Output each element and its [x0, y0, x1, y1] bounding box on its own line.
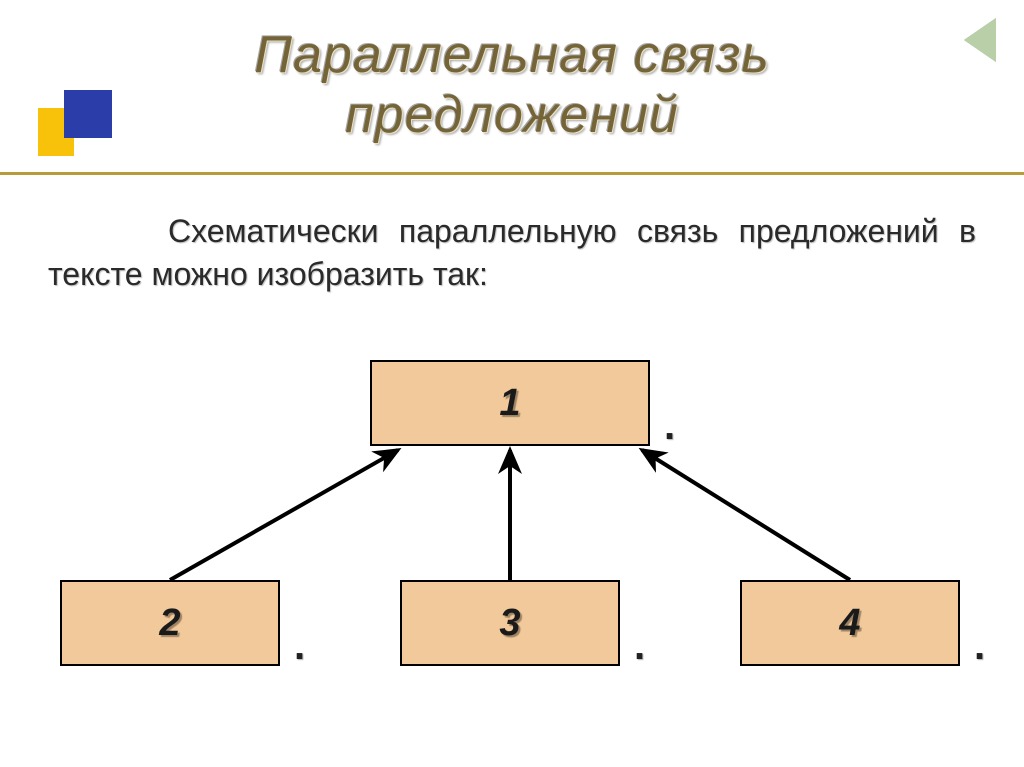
title-underline [0, 172, 1024, 175]
period-mark: . [664, 404, 675, 449]
decor-squares [38, 90, 118, 170]
body-text: Схематически параллельную связь предложе… [48, 210, 976, 296]
page-title: Параллельная связь предложений [0, 26, 1024, 146]
diagram-edge [170, 450, 398, 580]
diagram-node-n2: 2 [60, 580, 280, 666]
period-mark: . [294, 624, 305, 669]
period-mark: . [974, 624, 985, 669]
decor-blue-square [64, 90, 112, 138]
diagram: 1 2 3 4 .... [0, 330, 1024, 730]
diagram-node-n3: 3 [400, 580, 620, 666]
period-mark: . [634, 624, 645, 669]
title-line-2: предложений [0, 86, 1024, 146]
diagram-node-n1: 1 [370, 360, 650, 446]
title-line-1: Параллельная связь [0, 26, 1024, 86]
diagram-node-n4: 4 [740, 580, 960, 666]
diagram-edge [642, 450, 850, 580]
body-text-content: Схематически параллельную связь предложе… [48, 213, 976, 292]
